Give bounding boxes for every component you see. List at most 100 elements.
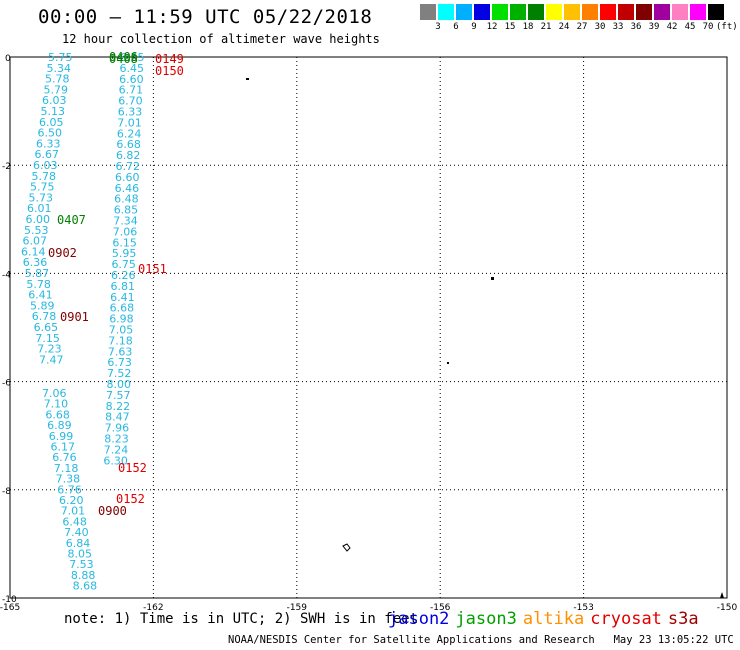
x-tick-label: -162 — [143, 603, 163, 613]
swh-value: 6.15 — [112, 236, 137, 249]
swh-value: 6.41 — [28, 289, 53, 302]
x-tick-label: -156 — [430, 603, 451, 613]
swh-value: 6.76 — [52, 451, 76, 464]
scale-label: 3 — [435, 22, 441, 32]
swh-value: 6.84 — [66, 537, 91, 550]
time-label: 0150 — [155, 64, 184, 78]
time-label: 0408 — [109, 52, 138, 66]
swh-value: 7.18 — [54, 462, 79, 475]
swh-value: 6.41 — [110, 291, 135, 304]
swh-value: 8.23 — [104, 433, 129, 446]
x-tick-label: -153 — [573, 603, 593, 613]
swh-value: 5.78 — [32, 170, 57, 183]
swh-value: 5.73 — [29, 191, 54, 204]
swh-value: 6.65 — [34, 321, 59, 334]
swh-value: 5.75 — [48, 51, 73, 64]
swh-value: 6.76 — [57, 483, 82, 496]
scale-label: 33 — [612, 22, 624, 32]
scale-swatch — [672, 4, 688, 20]
islands — [246, 78, 724, 598]
legend-item: altika — [522, 609, 585, 629]
swh-value: 6.00 — [26, 213, 51, 226]
scale-swatch — [708, 4, 724, 20]
swh-value: 7.24 — [104, 443, 129, 456]
island-mark — [342, 543, 351, 552]
time-label: 0152 — [118, 461, 147, 475]
swh-value: 6.03 — [42, 94, 67, 107]
swh-value: 6.98 — [109, 313, 134, 326]
swh-value: 8.05 — [68, 548, 93, 561]
swh-value: 7.40 — [64, 526, 89, 539]
scale-label: 70 — [702, 22, 714, 32]
x-tick-label: -150 — [717, 603, 738, 613]
swh-value: 5.75 — [30, 181, 55, 194]
swh-value: 6.70 — [118, 95, 143, 108]
swh-value: 7.53 — [69, 558, 94, 571]
swh-value: 6.68 — [110, 302, 134, 315]
swh-value: 6.60 — [115, 171, 140, 184]
swh-value: 6.75 — [111, 258, 136, 271]
swh-value: 6.48 — [62, 515, 87, 528]
swh-value: 7.63 — [108, 345, 133, 358]
scale-label: 21 — [540, 22, 552, 32]
swh-value: 6.50 — [38, 127, 63, 140]
scale-label: 24 — [558, 22, 570, 32]
scale-swatch — [546, 4, 562, 20]
swh-value: 6.33 — [118, 106, 143, 119]
swh-value: 8.22 — [106, 400, 131, 413]
scale-label: (ft) — [716, 22, 738, 32]
scale-swatch — [456, 4, 472, 20]
swh-value: 6.46 — [115, 182, 140, 195]
swh-value: 6.85 — [114, 204, 139, 217]
swh-value: 7.23 — [37, 343, 62, 356]
time-label: 0149 — [155, 52, 184, 66]
time-label: 0900 — [98, 504, 127, 518]
swh-value: 6.60 — [119, 73, 144, 86]
y-tick-label: -4 — [2, 270, 11, 280]
scale-swatch — [528, 4, 544, 20]
swh-value: 6.55 — [120, 51, 145, 64]
scale-swatch — [510, 4, 526, 20]
swh-value: 7.15 — [35, 332, 60, 345]
swh-value: 6.73 — [107, 356, 131, 369]
scale-label: 36 — [630, 22, 642, 32]
scale-swatch — [492, 4, 508, 20]
swh-value: 5.13 — [41, 105, 66, 118]
swh-value: 6.20 — [59, 494, 84, 507]
legend-item: s3a — [667, 609, 699, 629]
x-tick-label: -159 — [287, 603, 308, 613]
swh-value: 6.01 — [27, 202, 52, 215]
y-tick-label: 0 — [5, 54, 11, 64]
swh-value: 7.47 — [39, 353, 64, 366]
swh-value: 6.68 — [45, 408, 70, 421]
swh-value: 5.95 — [112, 247, 136, 260]
swh-value: 6.24 — [117, 127, 142, 140]
scale-label: 15 — [504, 22, 516, 32]
swh-value: 6.72 — [116, 160, 141, 173]
swh-value: 6.05 — [39, 116, 64, 129]
satellite-tracks: 5.755.345.785.796.035.136.056.506.336.67… — [21, 51, 145, 593]
swh-value: 8.68 — [73, 580, 98, 593]
time-label: 0406 — [109, 50, 138, 64]
map-subtitle: 12 hour collection of altimeter wave hei… — [62, 32, 380, 46]
note-text: note: 1) Time is in UTC; 2) SWH is in fe… — [64, 611, 419, 627]
swh-value: 6.99 — [49, 430, 74, 443]
map-title: 00:00 – 11:59 UTC 05/22/2018 — [38, 6, 373, 28]
y-tick-label: -2 — [2, 162, 11, 172]
swh-value: 7.01 — [61, 505, 85, 518]
island-mark — [246, 78, 249, 80]
swh-value: 6.48 — [114, 193, 138, 206]
swh-value: 7.18 — [108, 334, 133, 347]
island-mark — [720, 592, 724, 598]
swh-value: 6.07 — [23, 235, 48, 248]
time-labels: 0149015004080407090209010151015201520900… — [48, 50, 184, 518]
swh-value: 6.67 — [35, 148, 60, 161]
swh-value: 5.78 — [26, 278, 51, 291]
scale-label: 30 — [594, 22, 606, 32]
island-mark — [447, 362, 449, 364]
swh-value: 7.52 — [107, 367, 132, 380]
swh-value: 6.14 — [21, 245, 46, 258]
time-label: 0407 — [57, 213, 86, 227]
swh-value: 5.34 — [47, 62, 72, 75]
swh-value: 7.57 — [106, 389, 131, 402]
